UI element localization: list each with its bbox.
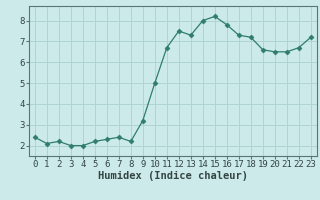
X-axis label: Humidex (Indice chaleur): Humidex (Indice chaleur) <box>98 171 248 181</box>
